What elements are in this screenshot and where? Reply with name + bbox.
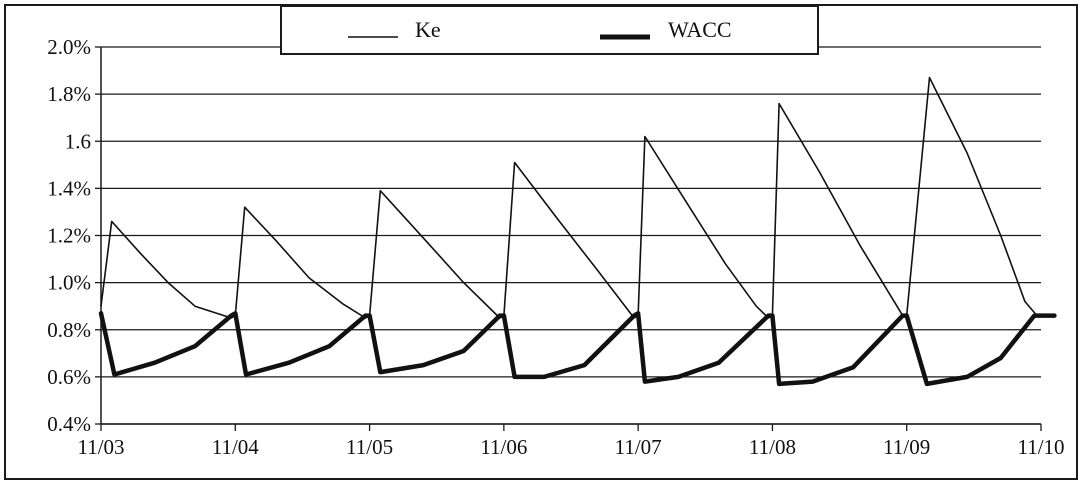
legend-box [280, 5, 819, 55]
y-tick-label: 1.6 [65, 129, 91, 153]
legend: Ke WACC [280, 5, 819, 55]
y-tick-label: 0.6% [47, 365, 91, 389]
x-tick-label: 11/07 [615, 435, 662, 459]
y-tick-label: 1.0% [47, 271, 91, 295]
y-tick-label: 0.8% [47, 318, 91, 342]
series-group [98, 76, 1057, 387]
y-tick-label: 1.2% [47, 224, 91, 248]
x-tick-label: 11/10 [1017, 435, 1064, 459]
x-axis-tick-labels: 11/03 11/04 11/05 11/06 11/07 11/08 11/09 11/10 [77, 435, 1064, 459]
y-tick-label: 1.4% [47, 176, 91, 200]
legend-label-wacc: WACC [668, 17, 732, 42]
x-tick-label: 11/04 [212, 435, 260, 459]
x-tick-label: 11/08 [749, 435, 796, 459]
y-tick-label: 1.8% [47, 82, 91, 106]
x-tick-label: 11/05 [346, 435, 393, 459]
y-axis-tick-labels: 0.4% 0.6% 0.8% 1.0% 1.2% 1.4% 1.6 1.8% 2.0% [47, 35, 91, 436]
axes [95, 46, 1042, 431]
series-line-ke [100, 76, 1056, 319]
x-tick-label: 11/06 [480, 435, 527, 459]
series-line-wacc [98, 311, 1057, 387]
y-tick-label: 2.0% [47, 35, 91, 59]
y-tick-label: 0.4% [47, 412, 91, 436]
x-tick-label: 11/03 [77, 435, 124, 459]
x-tick-label: 11/09 [883, 435, 930, 459]
legend-label-ke: Ke [415, 17, 441, 42]
